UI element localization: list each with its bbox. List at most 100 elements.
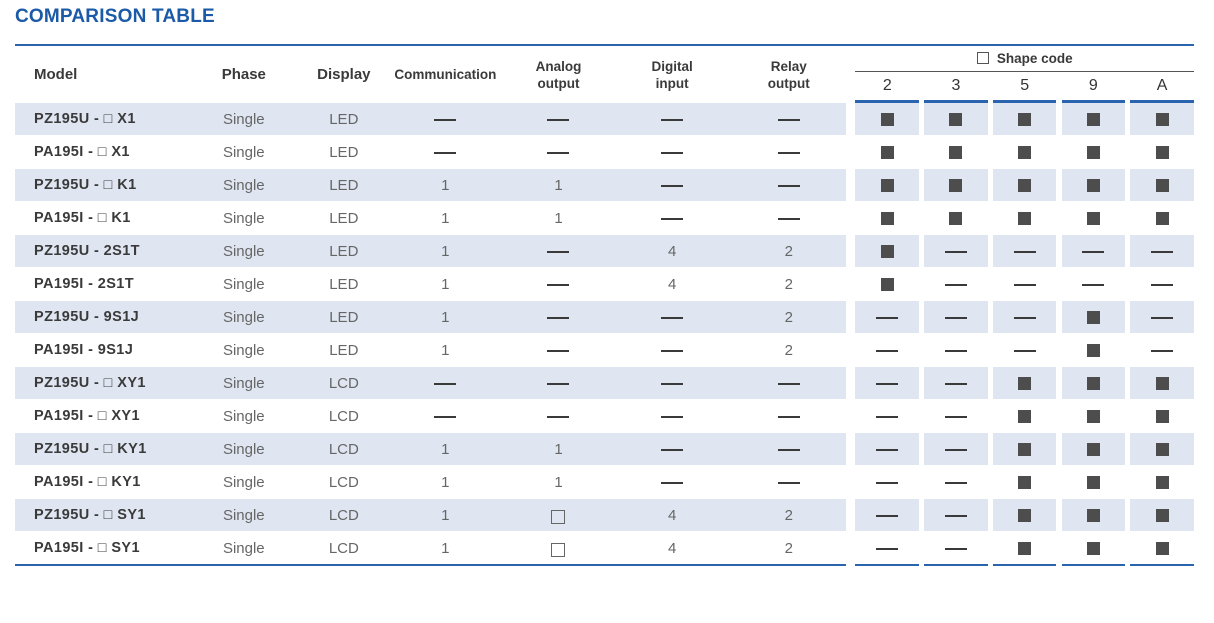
table-row: PZ195U - □ K1 Single LED 1 1 — — ■ ■ ■ ■ ■ [15, 169, 1194, 202]
relay-output-cell: — [731, 433, 847, 466]
column-gap [1125, 400, 1131, 433]
digital-input-cell: 4 [613, 532, 732, 566]
display-cell: LED [300, 301, 387, 334]
dash-mark: — [547, 283, 570, 286]
column-gap [846, 268, 856, 301]
column-gap [919, 400, 925, 433]
shape-code-cell: — [1130, 235, 1194, 268]
header-relay-line1: Relay [770, 58, 807, 74]
column-gap [1056, 367, 1062, 400]
shape-code-cell: — [924, 367, 988, 400]
filled-square-icon: ■ [880, 245, 894, 259]
dash-mark: — [944, 382, 967, 385]
header-analog-output: Analog output [503, 44, 614, 103]
column-gap [846, 334, 856, 367]
relay-output-cell-value: 2 [784, 539, 793, 557]
display-cell: LCD [300, 367, 387, 400]
header-digital-input: Digital input [613, 44, 732, 103]
filled-square-icon: ■ [880, 179, 894, 193]
digital-input-cell: — [613, 466, 732, 499]
shape-code-cell: ■ [1061, 466, 1126, 499]
shape-code-cell: ■ [1061, 301, 1126, 334]
shape-code-cell: — [924, 235, 988, 268]
dash-mark: — [876, 448, 899, 451]
column-gap [1056, 169, 1062, 202]
header-digital-line1: Digital [651, 58, 693, 74]
model-name: PZ195U - □ SY1 [34, 507, 146, 523]
column-gap [1125, 169, 1131, 202]
communication-cell: 1 [386, 301, 504, 334]
shape-code-cell: ■ [1061, 334, 1126, 367]
column-gap [1056, 433, 1062, 466]
table-row: PA195I - □ KY1 Single LCD 1 1 — — — — ■ ■ ■ [15, 466, 1194, 499]
phase-cell: Single [186, 268, 301, 301]
dash-mark: — [547, 118, 570, 121]
communication-cell: — [386, 400, 504, 433]
dash-mark: — [777, 151, 800, 154]
column-gap [846, 301, 856, 334]
shape-code-cell: ■ [924, 103, 988, 136]
column-gap [919, 301, 925, 334]
table-row: PA195I - 9S1J Single LED 1 — — 2 — — — ■ — [15, 334, 1194, 367]
column-gap [987, 499, 993, 532]
digital-input-cell-value: 4 [667, 539, 677, 557]
filled-square-icon: ■ [1086, 410, 1100, 424]
table-row: PZ195U - □ KY1 Single LCD 1 1 — — — — ■ ■ ■ [15, 433, 1194, 466]
model-cell: PA195I - □ SY1 [15, 532, 187, 566]
column-gap [919, 235, 925, 268]
model-name: PA195I - □ KY1 [34, 474, 141, 490]
column-gap [1125, 268, 1131, 301]
display-cell: LCD [300, 400, 387, 433]
shape-code-cell: ■ [1130, 103, 1194, 136]
communication-cell-value: 1 [441, 539, 450, 557]
filled-square-icon: ■ [1018, 542, 1032, 556]
filled-square-icon: ■ [1155, 113, 1169, 127]
column-gap [987, 235, 993, 268]
relay-output-cell-value: 2 [784, 275, 793, 293]
analog-output-cell: — [503, 103, 614, 136]
model-name: PA195I - 9S1J [34, 342, 134, 358]
communication-cell: 1 [386, 235, 504, 268]
relay-output-cell: — [731, 103, 847, 136]
column-gap [1125, 433, 1131, 466]
display-cell-value: LED [329, 308, 359, 326]
dash-mark: — [1151, 250, 1174, 253]
display-cell-value: LED [329, 275, 359, 293]
header-model: Model [15, 44, 187, 103]
filled-square-icon: ■ [1018, 212, 1032, 226]
dash-mark: — [547, 382, 570, 385]
column-gap [1125, 532, 1131, 566]
shape-code-cell: — [1061, 235, 1126, 268]
column-gap [919, 103, 925, 136]
shape-code-cell: ■ [1130, 202, 1194, 235]
shape-code-cell: ■ [1061, 400, 1126, 433]
filled-square-icon: ■ [1086, 344, 1100, 358]
column-gap [987, 334, 993, 367]
display-cell: LCD [300, 466, 387, 499]
header-phase: Phase [186, 44, 301, 103]
column-gap [1056, 103, 1062, 136]
filled-square-icon: ■ [949, 146, 963, 160]
column-gap [1125, 334, 1131, 367]
communication-cell: 1 [386, 532, 504, 566]
display-cell-value: LED [329, 143, 359, 161]
communication-cell-value: 1 [441, 473, 450, 491]
column-gap [846, 235, 856, 268]
column-gap [919, 367, 925, 400]
shape-code-cell: ■ [992, 202, 1057, 235]
shape-code-cell: ■ [1061, 532, 1126, 566]
digital-input-cell: — [613, 103, 732, 136]
display-cell: LED [300, 235, 387, 268]
header-shape-code: Shape code [996, 51, 1073, 66]
filled-square-icon: ■ [1155, 509, 1169, 523]
header-digital-line2: input [655, 75, 689, 91]
model-cell: PA195I - 9S1J [15, 334, 187, 367]
column-gap [846, 532, 856, 566]
comparison-table: Model Phase Display Communication Analog… [15, 44, 1194, 566]
digital-input-cell-value: 4 [667, 275, 677, 293]
digital-input-cell-value: 4 [667, 506, 677, 524]
column-gap [1056, 532, 1062, 566]
filled-square-icon: ■ [1086, 509, 1100, 523]
header-display: Display [300, 44, 387, 103]
column-gap [987, 136, 993, 169]
